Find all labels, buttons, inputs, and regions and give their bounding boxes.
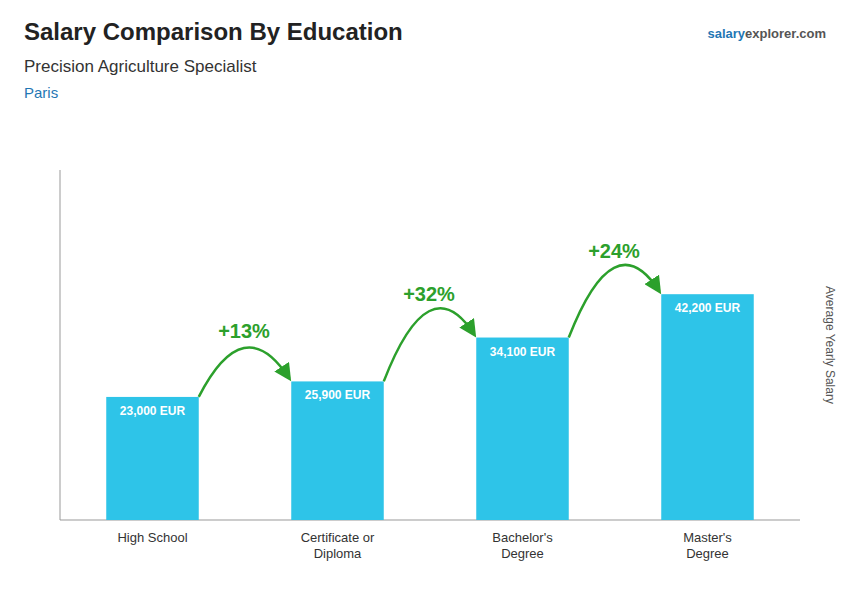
title: Salary Comparison By Education	[24, 18, 403, 45]
x-tick-label-line: Degree	[686, 546, 729, 561]
data-label: 34,100 EUR	[490, 345, 556, 359]
y-label: Average Yearly Salary	[823, 286, 837, 404]
change-arrow	[569, 265, 660, 338]
bar	[661, 294, 754, 520]
watermark-part: salary	[707, 26, 745, 41]
x-tick-label-line: Certificate or	[301, 530, 375, 545]
x-tick-label-line: Master's	[683, 530, 732, 545]
change-label: +24%	[588, 240, 640, 262]
y-axis	[60, 170, 61, 520]
chart: Salary Comparison By Education salaryexpl…	[0, 0, 850, 606]
x-tick-label-line: High School	[117, 530, 187, 545]
bar	[106, 397, 199, 520]
x-tick-label: Master'sDegree	[683, 530, 732, 561]
x-tick-label: High School	[117, 530, 187, 545]
bars	[106, 294, 754, 520]
x-tick-label: Certificate orDiploma	[301, 530, 375, 561]
subtitle: Precision Agriculture Specialist	[24, 57, 257, 76]
x-tick-label-line: Degree	[501, 546, 544, 561]
change-label: +32%	[403, 283, 455, 305]
bar	[291, 381, 384, 520]
change-arrow	[384, 308, 475, 381]
x-tick-label-line: Diploma	[314, 546, 362, 561]
data-label: 42,200 EUR	[675, 301, 741, 315]
change-arrow	[199, 348, 290, 397]
data-label: 23,000 EUR	[120, 404, 186, 418]
x-tick-label: Bachelor'sDegree	[492, 530, 553, 561]
bar	[476, 338, 569, 520]
location: Paris	[24, 84, 58, 101]
watermark-part: explorer.com	[745, 26, 826, 41]
change-label: +13%	[218, 320, 270, 342]
watermark: salaryexplorer.com	[707, 26, 826, 41]
data-label: 25,900 EUR	[305, 388, 371, 402]
x-tick-label-line: Bachelor's	[492, 530, 553, 545]
